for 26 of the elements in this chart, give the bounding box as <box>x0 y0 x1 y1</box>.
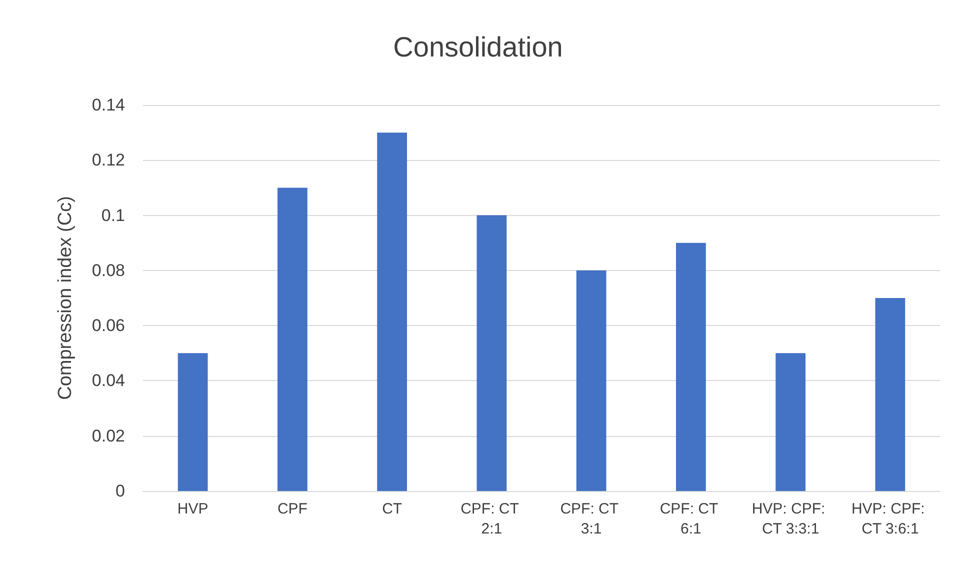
bar <box>576 270 606 491</box>
bar <box>875 298 906 491</box>
y-tick-label: 0.08 <box>92 260 125 280</box>
y-tick-label: 0.12 <box>92 150 125 170</box>
x-tick-label: CPF: CT 2:1 <box>460 500 523 538</box>
bar <box>676 242 706 491</box>
bar <box>178 353 208 491</box>
y-axis-title: Compression index (Cc) <box>55 196 76 400</box>
bar <box>476 215 507 491</box>
y-tick-label: 0.06 <box>92 316 125 336</box>
x-tick-label: CPF <box>277 500 308 518</box>
y-tick-label: 0.02 <box>92 426 125 446</box>
y-tick-label: 0.04 <box>92 371 125 390</box>
x-tick-label: HVP: CPF: CT 3:6:1 <box>851 500 929 538</box>
x-tick-label: CPF: CT 3:1 <box>560 500 622 538</box>
y-tick-label: 0.1 <box>101 206 125 225</box>
y-tick-label: 0.14 <box>92 96 125 114</box>
y-tick-label: 0 <box>116 482 125 500</box>
x-tick-label: CPF: CT 6:1 <box>660 500 722 538</box>
bar <box>277 188 308 491</box>
x-tick-label: CT <box>382 500 402 518</box>
bar <box>776 353 806 491</box>
x-tick-label: HVP <box>177 500 208 518</box>
bar <box>377 132 408 491</box>
x-tick-label: HVP: CPF: CT 3:3:1 <box>752 500 830 538</box>
chart-title: Consolidation <box>393 32 563 62</box>
